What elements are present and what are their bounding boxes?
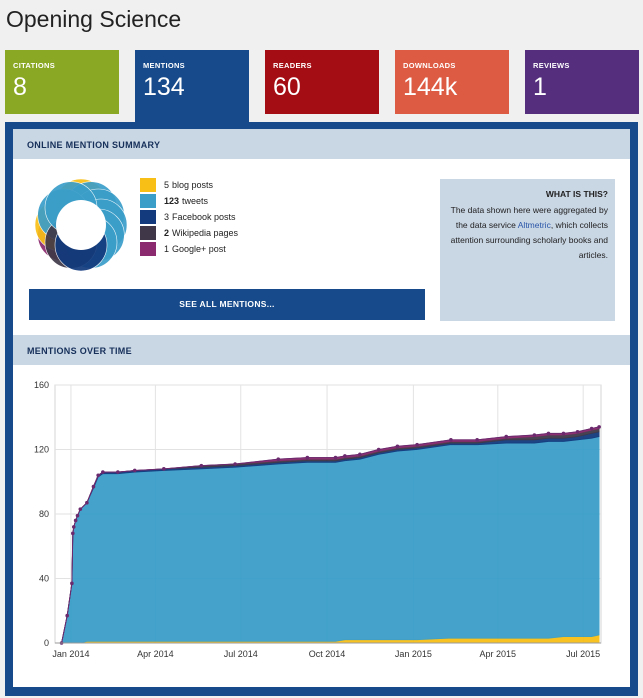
tile-value: 60 <box>273 73 301 101</box>
data-point <box>101 470 105 474</box>
data-point <box>96 473 100 478</box>
legend-text: Google+ post <box>172 244 226 254</box>
data-point <box>116 470 120 474</box>
tile-value: 8 <box>13 73 27 101</box>
data-point <box>70 581 74 586</box>
legend-count: 123 <box>164 196 180 206</box>
mention-legend: 5 blog posts 123 tweets 3 Facebook posts 2 Wiki… <box>140 177 238 257</box>
tile-value: 144k <box>403 73 458 101</box>
tile-citations[interactable]: CITATIONS 8 <box>5 50 119 114</box>
data-point <box>504 434 509 439</box>
tile-downloads[interactable]: DOWNLOADS 144k <box>395 50 509 114</box>
data-point <box>71 525 76 529</box>
legend-item: 1 Google+ post <box>140 241 238 257</box>
summary-heading: ONLINE MENTION SUMMARY <box>13 129 630 159</box>
tile-mentions[interactable]: MENTIONS 134 <box>135 50 249 130</box>
data-point <box>395 444 400 449</box>
y-tick-label: 120 <box>34 445 49 455</box>
info-heading: WHAT IS THIS? <box>545 189 608 199</box>
legend-item: 5 blog posts <box>140 177 238 193</box>
mentions-over-time-chart: 0 40 80 120 160 Jan 2014 Apr 2014 Jul 2014 Oct 2… <box>34 380 602 659</box>
data-point <box>132 468 137 473</box>
legend-swatch <box>140 194 156 208</box>
y-tick-label: 80 <box>39 509 49 519</box>
legend-count: 5 <box>164 180 170 190</box>
data-point <box>65 613 69 618</box>
altmetric-link[interactable]: Altmetric <box>517 220 551 230</box>
x-tick-label: Apr 2015 <box>480 649 517 659</box>
total-line <box>61 426 600 644</box>
data-point <box>575 429 580 434</box>
legend-item: 3 Facebook posts <box>140 209 238 225</box>
see-all-mentions-button[interactable]: SEE ALL MENTIONS... <box>29 289 425 320</box>
timeline-heading: MENTIONS OVER TIME <box>13 335 630 365</box>
x-tick-label: Oct 2014 <box>309 649 346 659</box>
legend-count: 3 <box>164 212 170 222</box>
tile-label: READERS <box>273 61 312 70</box>
data-point <box>561 431 566 436</box>
data-point <box>376 447 381 452</box>
page-title: Opening Science <box>6 6 182 32</box>
x-tick-label: Apr 2014 <box>137 649 174 659</box>
x-tick-label: Jan 2015 <box>395 649 432 659</box>
legend-text: Wikipedia pages <box>172 228 239 238</box>
data-point <box>276 457 281 461</box>
tile-label: MENTIONS <box>143 61 185 70</box>
legend-text: tweets <box>182 196 209 206</box>
data-point <box>75 513 80 518</box>
tile-label: DOWNLOADS <box>403 61 456 70</box>
legend-item: 123 tweets <box>140 193 238 209</box>
legend-swatch <box>140 210 156 224</box>
tile-label: CITATIONS <box>13 61 56 70</box>
data-point <box>73 518 78 523</box>
data-point <box>78 507 83 511</box>
legend-text: Facebook posts <box>172 212 236 222</box>
legend-item: 2 Wikipedia pages <box>140 225 238 241</box>
tile-label: REVIEWS <box>533 61 570 70</box>
y-tick-label: 0 <box>44 638 49 648</box>
data-point <box>597 425 601 429</box>
mentions-chart-area: 0 40 80 120 160 Jan 2014 Apr 2014 Jul 2014 Oct 2… <box>13 365 630 687</box>
what-is-this-box: WHAT IS THIS? The data shown here were a… <box>440 179 615 321</box>
data-point <box>415 442 419 447</box>
data-point <box>162 467 166 471</box>
info-text-tail: , which collects attention surrounding s… <box>450 220 608 260</box>
tile-value: 134 <box>143 73 185 101</box>
data-point <box>449 438 453 442</box>
panel-content: ONLINE MENTION SUMMARY 5 blog posts 123 twe… <box>13 129 630 687</box>
x-tick-label: Jul 2015 <box>566 649 600 659</box>
x-tick-label: Jul 2014 <box>224 649 258 659</box>
legend-count: 1 <box>164 244 170 254</box>
data-point <box>199 463 204 468</box>
data-point <box>333 455 338 460</box>
y-tick-label: 160 <box>34 380 49 390</box>
x-tick-label: Jan 2014 <box>52 649 89 659</box>
legend-count: 2 <box>164 228 170 238</box>
tile-readers[interactable]: READERS 60 <box>265 50 379 114</box>
legend-swatch <box>140 178 156 192</box>
legend-text: blog posts <box>172 180 214 190</box>
data-point <box>71 531 75 536</box>
tile-reviews[interactable]: REVIEWS 1 <box>525 50 639 114</box>
info-text: The data shown here were aggregated by t… <box>450 205 608 230</box>
donut-center <box>56 200 106 250</box>
data-point <box>532 433 537 437</box>
legend-swatch <box>140 226 156 240</box>
mentions-panel: ONLINE MENTION SUMMARY 5 blog posts 123 twe… <box>5 122 638 696</box>
y-tick-label: 40 <box>39 574 49 584</box>
data-point <box>546 431 551 436</box>
data-point <box>85 500 89 505</box>
data-point <box>305 455 310 460</box>
data-point <box>589 426 594 431</box>
legend-swatch <box>140 242 156 256</box>
data-point <box>91 484 96 489</box>
data-point <box>358 452 362 457</box>
tile-value: 1 <box>533 73 547 101</box>
altmetric-donut <box>34 178 128 272</box>
data-point <box>343 454 347 458</box>
summary-section: 5 blog posts 123 tweets 3 Facebook posts 2 Wiki… <box>13 159 630 335</box>
data-point <box>475 438 479 442</box>
data-point <box>233 462 237 466</box>
